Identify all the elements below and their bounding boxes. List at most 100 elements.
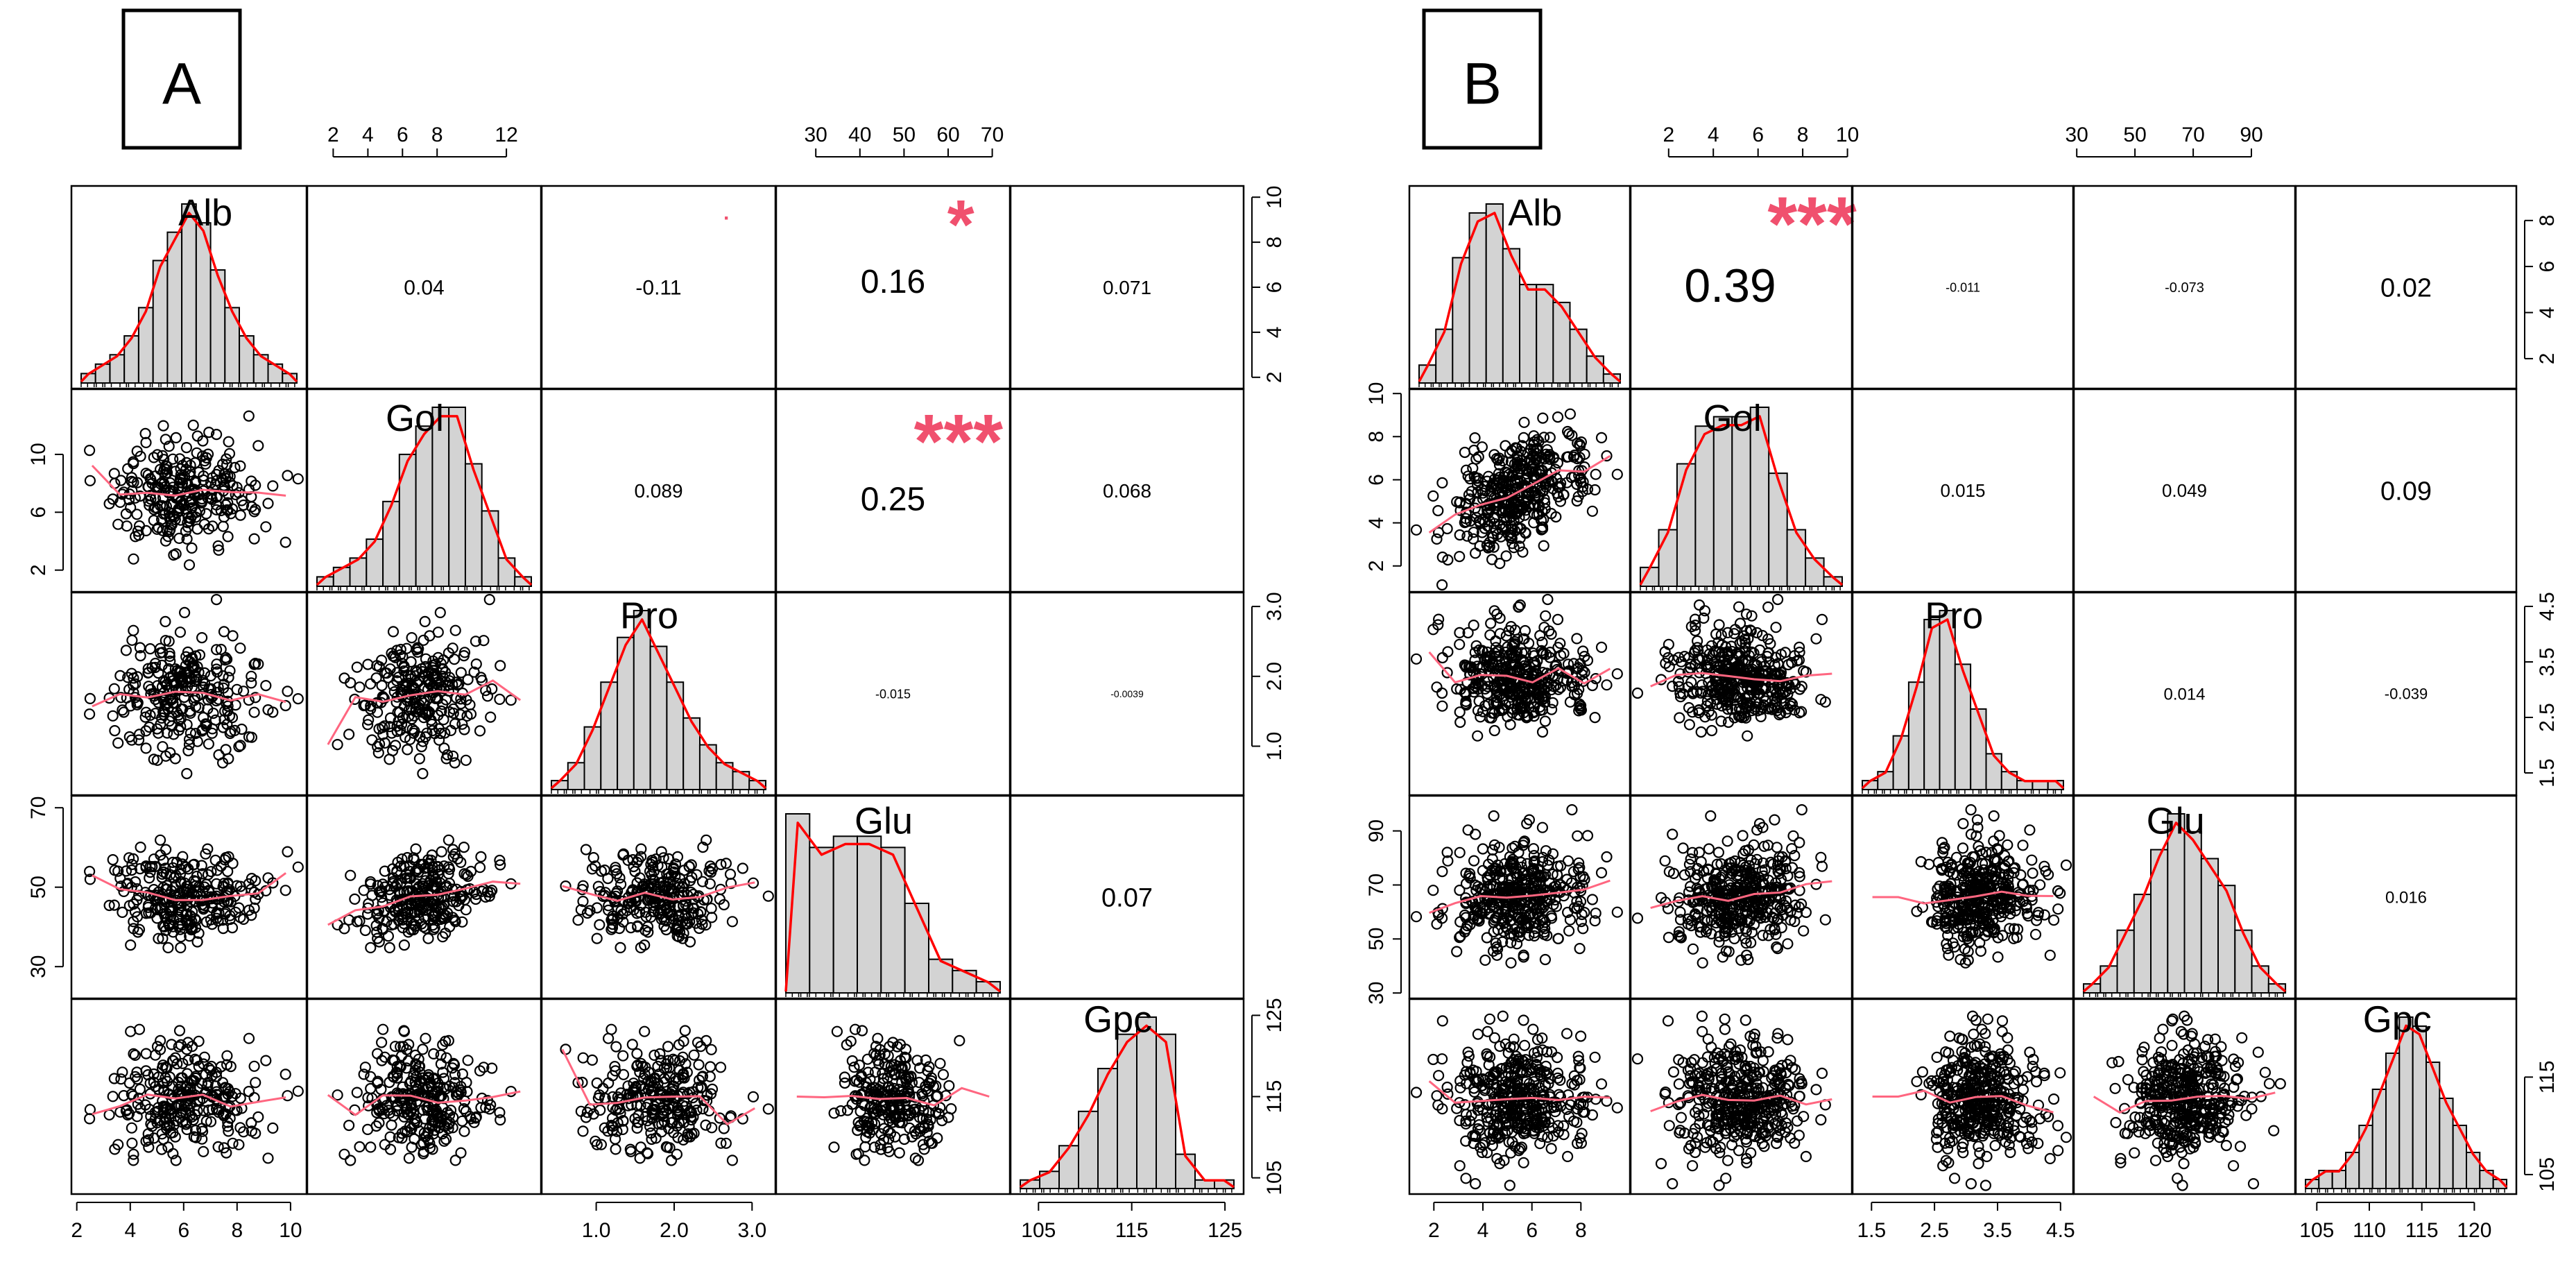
tick-label: 125 (1263, 998, 1286, 1032)
data-point (447, 703, 459, 715)
data-point (260, 1055, 272, 1066)
data-point (223, 710, 236, 722)
data-point (191, 1082, 203, 1094)
data-point (474, 725, 486, 737)
correlation-value: 0.04 (404, 277, 444, 300)
data-point (373, 1117, 385, 1129)
data-point (447, 851, 459, 862)
data-point (626, 1039, 638, 1050)
data-point (628, 860, 639, 873)
data-point (413, 753, 426, 765)
data-point (200, 848, 212, 860)
data-point (405, 1075, 417, 1087)
data-point (267, 480, 279, 492)
data-point (875, 1143, 887, 1155)
data-point (872, 1055, 884, 1066)
tick-label: 12 (495, 124, 517, 146)
tick-label: 105 (1021, 1219, 1056, 1242)
data-point (913, 1076, 925, 1089)
data-point (365, 1071, 377, 1082)
data-point (481, 690, 494, 702)
data-point (372, 747, 384, 759)
data-point (157, 741, 169, 753)
data-point (131, 883, 143, 895)
data-point (762, 890, 774, 902)
data-point (402, 905, 414, 918)
correlation-value: 0.07 (1101, 883, 1153, 912)
data-point (332, 738, 343, 751)
data-point (622, 854, 634, 867)
data-point (225, 508, 237, 520)
data-point (189, 475, 202, 488)
data-point (221, 1050, 233, 1062)
data-point (435, 1049, 447, 1061)
data-point (169, 1052, 181, 1064)
data-point (654, 1048, 666, 1060)
variable-label: Alb (178, 192, 232, 234)
data-point (205, 477, 217, 488)
data-point (149, 903, 162, 914)
data-point (248, 506, 260, 518)
data-point (211, 593, 223, 606)
data-point (656, 1118, 668, 1130)
data-point (170, 1155, 182, 1166)
data-point (438, 1073, 450, 1084)
data-point (202, 843, 214, 855)
data-point (677, 1051, 689, 1063)
data-point (839, 1077, 851, 1089)
data-point (856, 1025, 868, 1037)
data-point (250, 875, 261, 887)
correlation-value: -0.0039 (1110, 688, 1144, 699)
data-point (164, 905, 176, 917)
data-point (706, 1083, 719, 1096)
data-point (867, 1123, 879, 1136)
data-point (175, 721, 187, 733)
data-point (207, 1103, 218, 1116)
tick-label: 2 (71, 1219, 83, 1242)
data-point (143, 1141, 155, 1153)
data-point (236, 723, 248, 735)
data-point (440, 1052, 452, 1064)
data-point (495, 1114, 506, 1126)
data-point (189, 921, 202, 934)
data-point (875, 1091, 886, 1103)
data-point (205, 1116, 217, 1127)
data-point (128, 1148, 139, 1160)
data-point (480, 685, 492, 697)
data-point (126, 634, 138, 646)
data-point (225, 1060, 237, 1073)
data-point (205, 492, 217, 504)
data-point (351, 916, 363, 928)
data-point (415, 740, 427, 753)
data-point (128, 1155, 139, 1166)
data-point (421, 709, 433, 721)
data-point (634, 1152, 646, 1164)
data-point (646, 1107, 658, 1118)
data-point (424, 1137, 436, 1149)
tick-label: 60 (936, 124, 959, 146)
data-point (262, 497, 274, 509)
data-point (135, 649, 146, 662)
data-point (115, 692, 127, 704)
data-point (391, 1105, 403, 1117)
data-point (156, 1128, 168, 1140)
correlation-value: 0.25 (861, 482, 925, 518)
tick-label: 6 (178, 1219, 189, 1242)
data-point (84, 475, 96, 486)
data-point (635, 1057, 647, 1069)
data-point (458, 1125, 470, 1137)
data-point (186, 542, 198, 554)
data-point (505, 694, 517, 706)
histogram-bar (166, 231, 183, 384)
data-point (210, 1089, 223, 1100)
data-point (494, 854, 506, 867)
data-point (205, 866, 217, 878)
data-point (639, 1025, 651, 1037)
data-point (227, 858, 239, 869)
data-point (132, 926, 144, 938)
data-point (646, 869, 658, 880)
data-point (671, 1120, 683, 1132)
data-point (246, 909, 257, 921)
data-point (390, 697, 402, 708)
data-point (420, 1032, 431, 1044)
